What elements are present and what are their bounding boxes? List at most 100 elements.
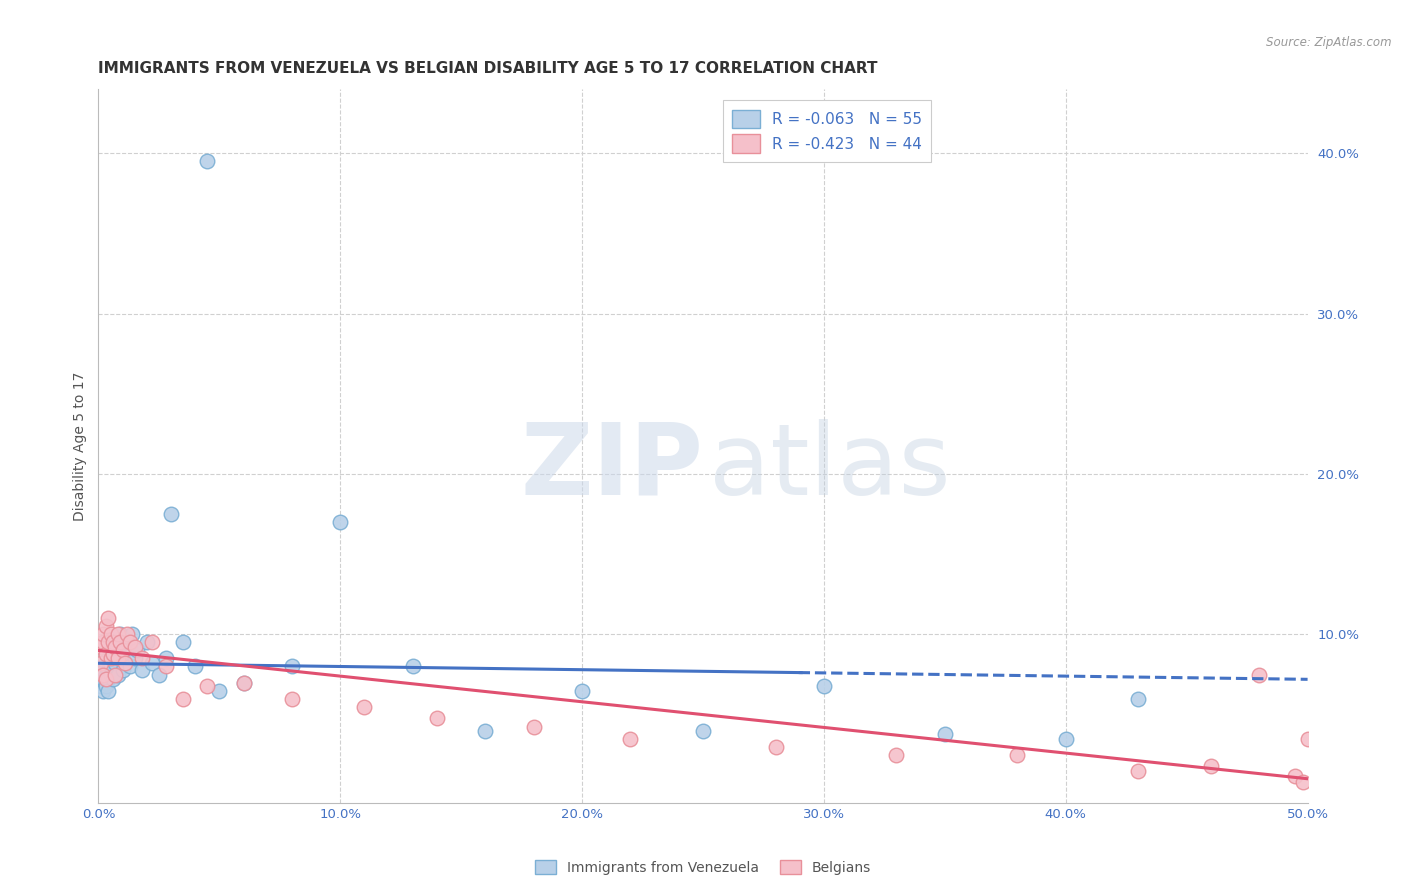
Point (91, 667, 114, 681)
Point (571, 683, 593, 698)
Point (94, 619, 117, 633)
Point (619, 731, 641, 746)
Point (141, 657, 163, 671)
Point (97, 651, 120, 665)
Point (97, 663, 120, 677)
Point (353, 699, 375, 714)
Point (94, 667, 117, 681)
Point (90, 667, 112, 681)
Point (281, 691, 304, 706)
Point (90, 673, 112, 687)
Point (114, 657, 136, 671)
Point (118, 659, 141, 673)
Point (1128, 764, 1150, 778)
Point (813, 679, 835, 693)
Point (90, 657, 112, 671)
Point (111, 647, 134, 661)
Point (118, 635, 141, 649)
Point (91, 663, 114, 677)
Point (101, 635, 124, 649)
Legend: R = -0.063   N = 55, R = -0.423   N = 44: R = -0.063 N = 55, R = -0.423 N = 44 (723, 101, 931, 162)
Point (94, 679, 117, 693)
Point (135, 635, 157, 649)
Point (281, 659, 304, 673)
Point (141, 635, 163, 649)
Point (94, 657, 117, 671)
Legend: Immigrants from Venezuela, Belgians: Immigrants from Venezuela, Belgians (530, 855, 876, 880)
Text: Source: ZipAtlas.com: Source: ZipAtlas.com (1267, 36, 1392, 49)
Point (100, 659, 122, 673)
Point (90, 640, 112, 655)
Point (100, 627, 122, 641)
Point (97, 611, 120, 625)
Point (232, 675, 254, 690)
Point (131, 651, 153, 665)
Point (208, 683, 231, 698)
Point (1007, 747, 1029, 762)
Point (232, 675, 254, 690)
Text: ZIP: ZIP (520, 419, 703, 516)
Point (91, 659, 114, 673)
Point (114, 640, 136, 655)
Point (426, 711, 449, 725)
Point (1054, 731, 1077, 746)
Point (100, 651, 122, 665)
Point (117, 627, 139, 641)
Point (94, 673, 117, 687)
Point (90, 679, 112, 693)
Point (104, 657, 127, 671)
Point (104, 667, 127, 681)
Point (195, 154, 218, 169)
Point (1249, 667, 1271, 681)
Point (117, 635, 139, 649)
Point (172, 691, 194, 706)
Point (91, 683, 114, 698)
Point (523, 721, 546, 735)
Point (101, 647, 124, 661)
Point (91, 673, 114, 687)
Point (195, 679, 218, 693)
Point (108, 651, 131, 665)
Point (91, 627, 114, 641)
Point (1128, 691, 1150, 706)
Y-axis label: Disability Age 5 to 17: Disability Age 5 to 17 (73, 371, 87, 521)
Point (111, 663, 134, 677)
Point (94, 675, 117, 690)
Point (934, 727, 956, 741)
Point (124, 651, 146, 665)
Point (111, 643, 134, 657)
Point (765, 739, 787, 754)
Point (100, 667, 122, 681)
Point (91, 635, 114, 649)
Point (1292, 775, 1315, 789)
Point (101, 647, 124, 661)
Point (100, 643, 122, 657)
Point (97, 673, 120, 687)
Point (131, 663, 153, 677)
Point (155, 659, 177, 673)
Point (148, 667, 170, 681)
Point (104, 640, 127, 655)
Point (329, 515, 352, 529)
Point (97, 635, 120, 649)
Point (104, 640, 127, 655)
Point (160, 507, 183, 521)
Point (1284, 768, 1306, 782)
Point (97, 683, 120, 698)
Point (108, 635, 131, 649)
Point (692, 723, 714, 738)
Point (101, 673, 124, 687)
Point (1296, 731, 1319, 746)
Point (124, 640, 146, 655)
Point (184, 659, 207, 673)
Point (121, 627, 143, 641)
Point (94, 647, 117, 661)
Point (108, 627, 131, 641)
Text: atlas: atlas (709, 419, 950, 516)
Point (107, 667, 129, 681)
Point (1199, 759, 1222, 773)
Point (402, 659, 425, 673)
Point (107, 627, 129, 641)
Point (886, 747, 908, 762)
Point (155, 651, 177, 665)
